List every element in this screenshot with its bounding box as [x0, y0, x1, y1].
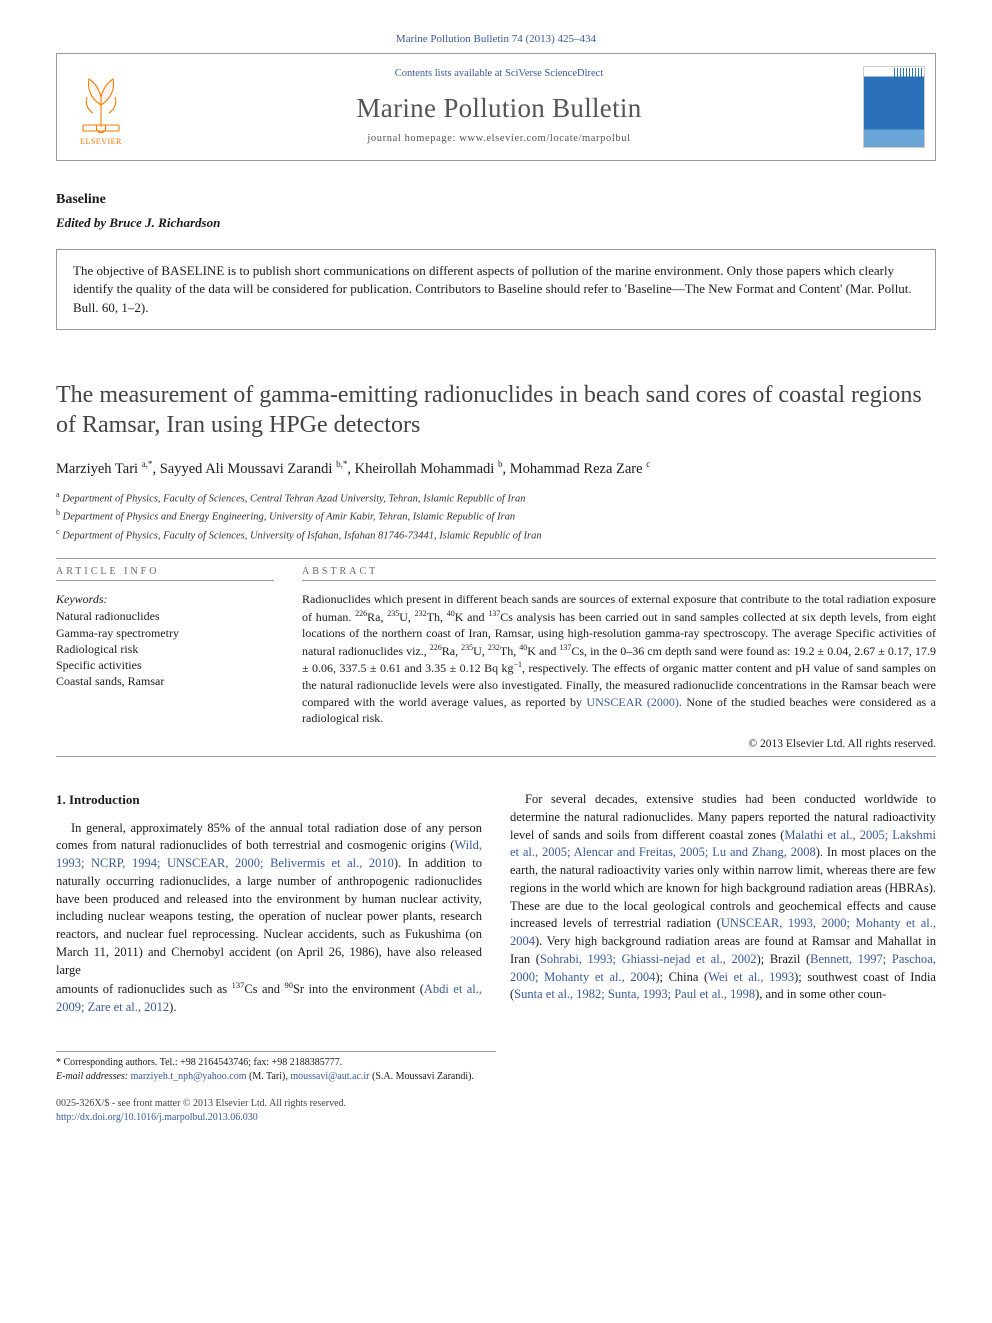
divider [56, 558, 936, 559]
journal-header: ELSEVIER Contents lists available at Sci… [56, 53, 936, 161]
journal-cover-thumbnail [863, 66, 925, 148]
email-name-1: (M. Tari), [246, 1071, 290, 1082]
article-info-head: ARTICLE INFO [56, 565, 274, 579]
email-label: E-mail addresses: [56, 1071, 128, 1082]
journal-reference: Marine Pollution Bulletin 74 (2013) 425–… [56, 32, 936, 47]
journal-name: Marine Pollution Bulletin [357, 90, 642, 126]
keywords-list: Natural radionuclidesGamma-ray spectrome… [56, 608, 274, 689]
citation-link[interactable]: Sohrabi, 1993; Ghiassi-nejad et al., 200… [540, 952, 757, 966]
section-heading-intro: 1. Introduction [56, 791, 482, 809]
affiliation: a Department of Physics, Faculty of Scie… [56, 489, 936, 507]
intro-paragraph-1: In general, approximately 85% of the ann… [56, 820, 482, 980]
keyword: Natural radionuclides [56, 608, 274, 624]
citation-link[interactable]: Wild, 1993; NCRP, 1994; UNSCEAR, 2000; B… [56, 838, 482, 870]
keyword: Coastal sands, Ramsar [56, 673, 274, 689]
citation-link[interactable]: Sunta et al., 1982; Sunta, 1993; Paul et… [514, 987, 755, 1001]
corresponding-author-line: * Corresponding authors. Tel.: +98 21645… [56, 1056, 496, 1070]
header-center: Contents lists available at SciVerse Sci… [145, 54, 853, 160]
email-name-2: (S.A. Moussavi Zarandi). [370, 1071, 474, 1082]
divider [56, 756, 936, 757]
journal-homepage[interactable]: journal homepage: www.elsevier.com/locat… [367, 132, 630, 146]
body-two-column: 1. Introduction In general, approximatel… [56, 791, 936, 1017]
contents-prefix: Contents lists available at [395, 68, 505, 79]
article-info-column: ARTICLE INFO Keywords: Natural radionucl… [56, 565, 274, 752]
edited-by: Edited by Bruce J. Richardson [56, 214, 936, 232]
abstract-head: ABSTRACT [302, 565, 936, 579]
keyword: Gamma-ray spectrometry [56, 625, 274, 641]
doi-link[interactable]: http://dx.doi.org/10.1016/j.marpolbul.20… [56, 1112, 258, 1123]
email-addresses-line: E-mail addresses: marziyeh.t_nph@yahoo.c… [56, 1070, 496, 1084]
baseline-objective-note: The objective of BASELINE is to publish … [56, 249, 936, 330]
email-link-2[interactable]: moussavi@aut.ac.ir [290, 1071, 369, 1082]
affiliation: b Department of Physics and Energy Engin… [56, 507, 936, 525]
front-matter-meta: 0025-326X/$ - see front matter © 2013 El… [56, 1097, 936, 1124]
intro-paragraph-1-cont: amounts of radionuclides such as 137Cs a… [56, 979, 482, 1017]
keyword: Specific activities [56, 657, 274, 673]
section-kind: Baseline [56, 191, 936, 210]
citation-link[interactable]: Wei et al., 1993 [708, 970, 794, 984]
citation-link[interactable]: Abdi et al., 2009; Zare et al., 2012 [56, 983, 482, 1015]
publisher-logo-cell: ELSEVIER [57, 54, 145, 160]
corresponding-footnotes: * Corresponding authors. Tel.: +98 21645… [56, 1051, 496, 1083]
article-title: The measurement of gamma-emitting radion… [56, 380, 936, 440]
abstract-ref-link[interactable]: UNSCEAR (2000) [586, 695, 678, 709]
intro-paragraph-2: For several decades, extensive studies h… [510, 791, 936, 1004]
citation-link[interactable]: Malathi et al., 2005; Lakshmi et al., 20… [510, 828, 936, 860]
affiliations: a Department of Physics, Faculty of Scie… [56, 489, 936, 544]
email-link-1[interactable]: marziyeh.t_nph@yahoo.com [131, 1071, 247, 1082]
issn-line: 0025-326X/$ - see front matter © 2013 El… [56, 1097, 936, 1111]
abstract-column: ABSTRACT Radionuclides which present in … [302, 565, 936, 752]
abstract-copyright: © 2013 Elsevier Ltd. All rights reserved… [302, 737, 936, 753]
cover-thumb-cell [853, 54, 935, 160]
keyword: Radiological risk [56, 641, 274, 657]
keywords-label: Keywords: [56, 591, 274, 607]
citation-link[interactable]: UNSCEAR, 1993, 2000; Mohanty et al., 200… [510, 916, 936, 948]
affiliation: c Department of Physics, Faculty of Scie… [56, 526, 936, 544]
contents-available: Contents lists available at SciVerse Sci… [395, 67, 603, 81]
sciencedirect-link[interactable]: SciVerse ScienceDirect [505, 68, 603, 79]
abstract-text: Radionuclides which present in different… [302, 591, 936, 726]
publisher-label: ELSEVIER [73, 137, 129, 148]
elsevier-tree-icon [73, 65, 129, 135]
authors-line: Marziyeh Tari a,*, Sayyed Ali Moussavi Z… [56, 458, 936, 479]
